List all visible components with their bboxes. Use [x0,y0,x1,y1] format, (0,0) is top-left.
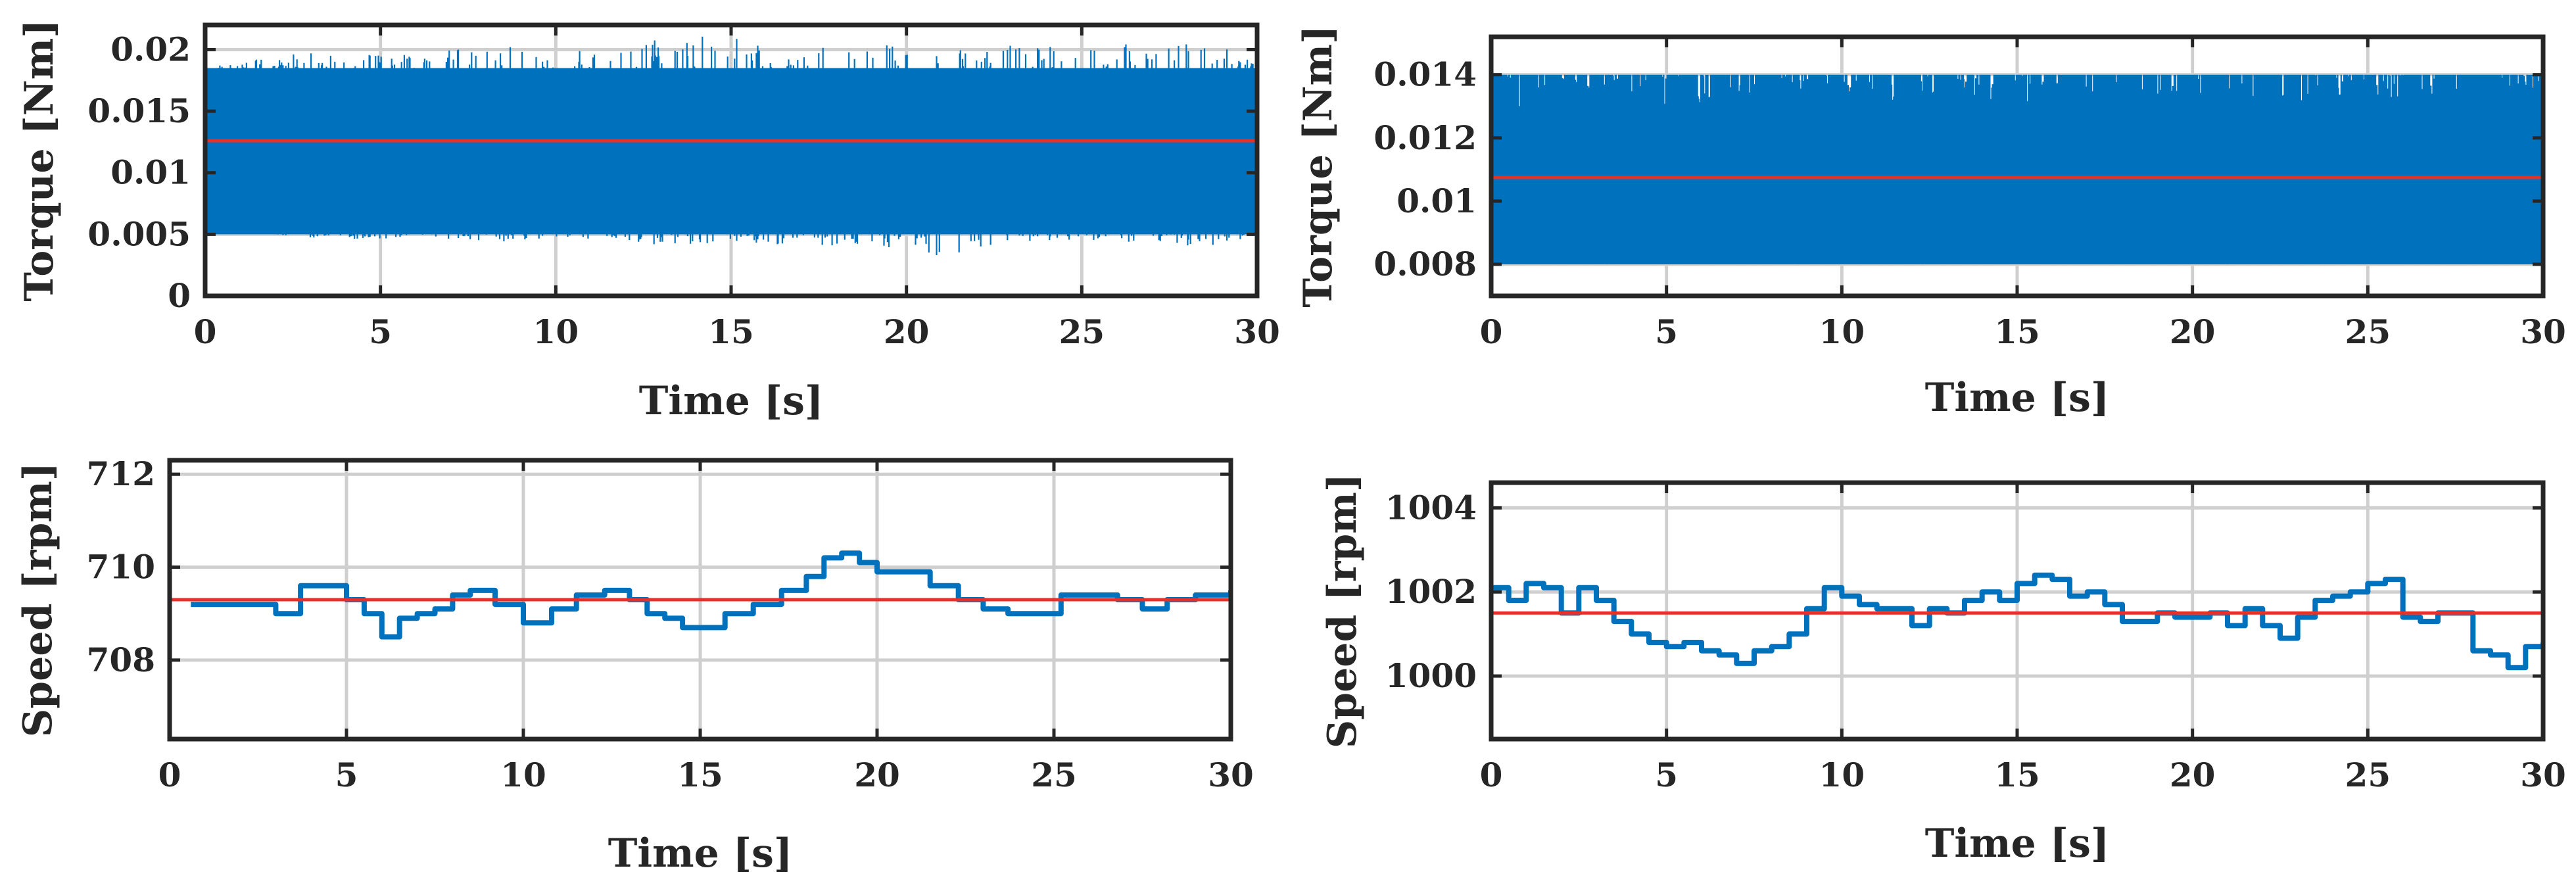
x-tick-label: 30 [1234,312,1280,351]
x-tick-label: 10 [1819,312,1865,351]
chart-torque_left: 0 5 10 15 20 25 30 0 0.005 0.01 0.015 0.02 Time [s] T… [16,19,1280,424]
x-axis-label: Time [s] [1925,821,2110,867]
y-tick-label: 0.015 [87,91,191,130]
x-tick-label: 0 [194,312,217,351]
chart-speed_left: 0 5 10 15 20 25 30 708 710 712 Time [s] Speed [rpm] [15,454,1254,877]
x-axis-label: Time [s] [608,830,793,877]
y-tick-label: 0.008 [1373,245,1477,283]
x-tick-label: 5 [1655,312,1678,351]
y-tick-label: 0 [168,276,191,315]
plot-area [1491,572,2543,671]
x-tick-label: 0 [1480,312,1503,351]
x-tick-label: 15 [1994,756,2040,794]
y-tick-label: 712 [87,454,155,493]
x-tick-label: 10 [500,756,546,794]
signal-oscillation [1491,74,2543,264]
x-tick-label: 0 [1480,756,1503,794]
y-tick-label: 708 [87,640,155,679]
x-tick-label: 25 [1031,756,1077,794]
y-tick-label: 1004 [1385,488,1477,527]
plot-area [1491,74,2543,264]
x-axis-label: Time [s] [639,378,824,424]
y-tick-label: 0.01 [110,153,191,192]
x-tick-label: 30 [2520,312,2566,351]
x-tick-label: 30 [2520,756,2566,794]
x-tick-label: 5 [335,756,358,794]
x-tick-label: 20 [884,312,930,351]
x-tick-label: 25 [1059,312,1105,351]
chart-speed_right: 0 5 10 15 20 25 30 1000 1002 1004 Time [s] Speed [r… [1320,473,2566,867]
x-tick-label: 20 [854,756,900,794]
y-tick-label: 0.01 [1396,181,1477,220]
x-tick-label: 30 [1208,756,1254,794]
y-tick-label: 0.02 [110,30,191,68]
y-axis-label: Speed [rpm] [15,462,61,737]
x-tick-label: 15 [708,312,754,351]
x-tick-label: 10 [1819,756,1865,794]
x-tick-label: 5 [369,312,392,351]
chart-torque_right: 0 5 10 15 20 25 30 0.008 0.01 0.012 0.014 Time [s] T… [1295,25,2566,421]
y-axis-label: Torque [Nm] [1295,25,1341,307]
y-tick-label: 0.012 [1373,118,1477,157]
signal-series [191,550,1231,640]
x-tick-label: 20 [2170,756,2216,794]
signal-series [1491,572,2543,671]
y-tick-label: 1000 [1385,656,1477,695]
plot-area [170,550,1231,640]
x-tick-label: 25 [2345,312,2391,351]
x-tick-label: 25 [2345,756,2391,794]
x-tick-label: 10 [533,312,579,351]
y-tick-label: 0.014 [1373,55,1477,94]
y-tick-label: 0.005 [87,214,191,253]
signal-series [205,36,1257,255]
plot-area [205,36,1257,255]
x-tick-label: 0 [158,756,181,794]
y-axis-label: Torque [Nm] [16,19,62,301]
x-axis-label: Time [s] [1925,375,2110,421]
grid-lines [1491,483,2543,739]
y-tick-label: 710 [87,548,155,587]
x-tick-label: 5 [1655,756,1678,794]
y-axis-label: Speed [rpm] [1320,473,1366,748]
signal-series [1491,74,2543,264]
signal-oscillation [205,36,1257,255]
x-tick-label: 15 [1994,312,2040,351]
y-tick-label: 1002 [1385,572,1477,611]
x-tick-label: 15 [677,756,723,794]
x-tick-label: 20 [2170,312,2216,351]
